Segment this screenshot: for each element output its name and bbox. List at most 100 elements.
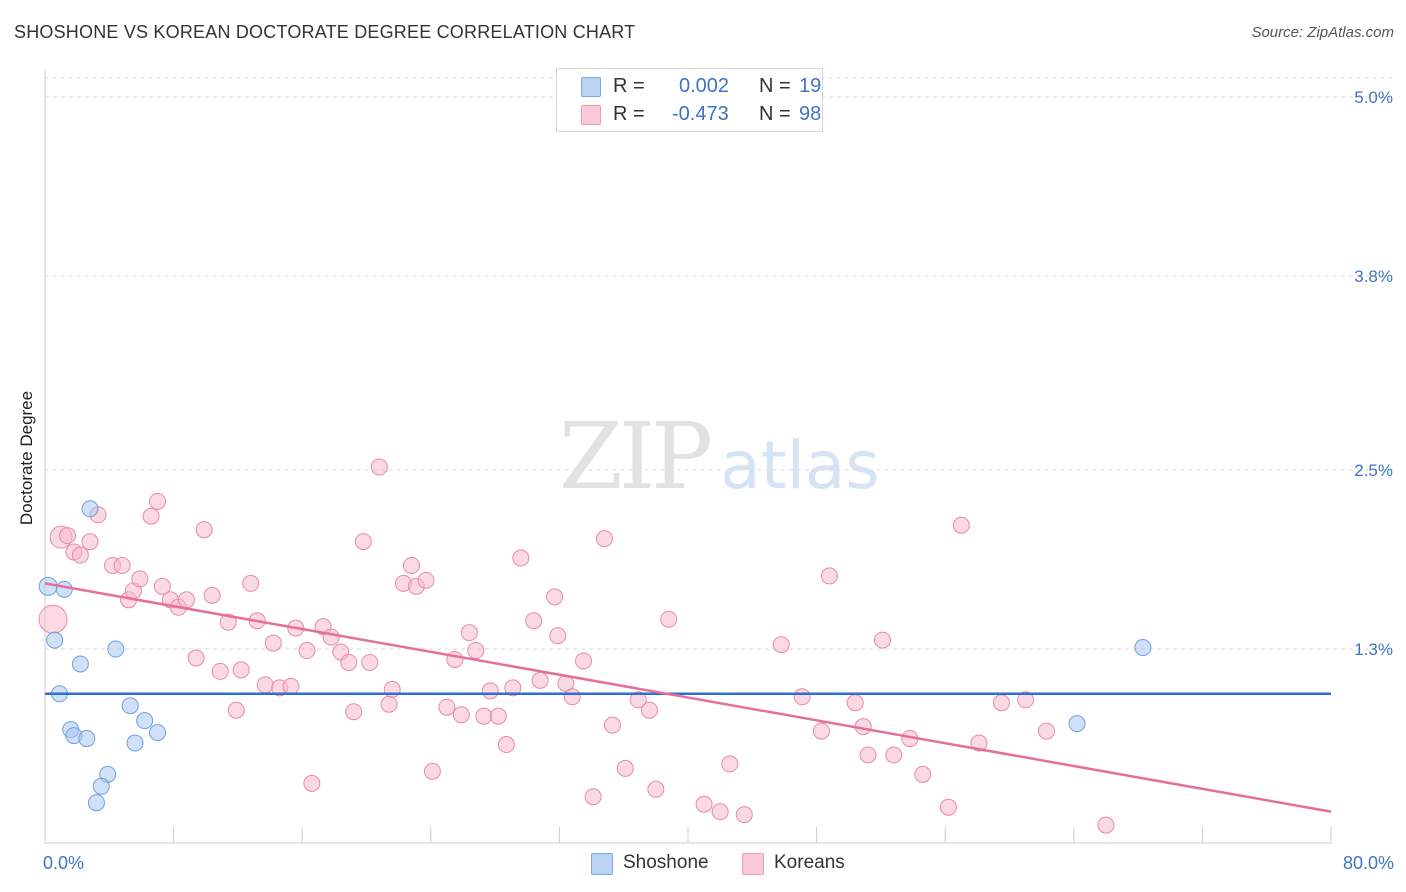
shoshone-legend-swatch xyxy=(591,853,613,875)
shoshone-point xyxy=(136,712,154,730)
korean-point xyxy=(282,677,300,695)
korean-point xyxy=(603,716,621,734)
korean-point xyxy=(772,636,790,654)
shoshone-point xyxy=(1068,715,1086,733)
korean-point xyxy=(203,586,221,604)
korean-point xyxy=(446,650,464,668)
korean-point xyxy=(711,803,729,821)
korean-point xyxy=(640,701,658,719)
korean-point xyxy=(403,556,421,574)
korean-point xyxy=(195,521,213,539)
korean-point xyxy=(460,624,478,642)
korean-point xyxy=(504,679,522,697)
korean-point xyxy=(423,762,441,780)
r-value: 0.002 xyxy=(679,75,730,97)
korean-point xyxy=(939,798,957,816)
shoshone-point xyxy=(92,777,110,795)
shoshone-point xyxy=(1134,639,1152,657)
korean-point xyxy=(219,613,237,631)
korean-point xyxy=(1097,816,1115,834)
korean-point xyxy=(660,610,678,628)
r-label: R = xyxy=(613,75,645,97)
shoshone-point xyxy=(121,697,139,715)
korean-point xyxy=(149,492,167,510)
korean-point xyxy=(131,570,149,588)
korean-point xyxy=(1037,722,1055,740)
korean-point xyxy=(211,662,229,680)
data-points xyxy=(38,458,1152,834)
korean-point xyxy=(970,734,988,752)
korean-point xyxy=(1017,691,1035,709)
tick-labels: 5.0% 3.8% 2.5% 1.3% 0.0% 80.0% xyxy=(43,88,1394,873)
korean-point xyxy=(467,642,485,660)
y-tick-label: 5.0% xyxy=(1354,88,1393,107)
korean-point xyxy=(874,631,892,649)
korean-point xyxy=(695,795,713,813)
korean-point xyxy=(546,588,564,606)
shoshone-point xyxy=(46,631,64,649)
korean-point xyxy=(142,507,160,525)
n-label: N = xyxy=(759,103,791,125)
korean-point xyxy=(177,591,195,609)
korean-point xyxy=(81,533,99,551)
shoshone-point xyxy=(126,734,144,752)
shoshone-point xyxy=(55,580,73,598)
koreans-legend-label: Koreans xyxy=(774,852,845,873)
korean-point xyxy=(322,628,340,646)
koreans-swatch xyxy=(581,105,601,125)
axes xyxy=(44,70,1332,844)
trend-lines xyxy=(44,582,1332,813)
korean-point xyxy=(264,634,282,652)
n-value: 19 xyxy=(799,75,822,97)
gridlines xyxy=(45,77,1392,650)
shoshone-legend-label: Shoshone xyxy=(623,852,709,873)
shoshone-point xyxy=(71,655,89,673)
korean-point xyxy=(417,571,435,589)
shoshone-swatch xyxy=(581,77,601,97)
korean-point xyxy=(227,701,245,719)
shoshone-point xyxy=(87,794,105,812)
r-label: R = xyxy=(613,103,645,125)
korean-point xyxy=(361,653,379,671)
korean-point xyxy=(820,567,838,585)
korean-point xyxy=(242,574,260,592)
korean-point xyxy=(647,780,665,798)
korean-point xyxy=(71,546,89,564)
korean-point xyxy=(370,458,388,476)
korean-point xyxy=(187,649,205,667)
korean-point xyxy=(846,694,864,712)
korean-point xyxy=(812,722,830,740)
korean-point xyxy=(629,691,647,709)
n-value: 98 xyxy=(799,103,822,125)
korean-point xyxy=(232,661,250,679)
watermark-zip: ZIP xyxy=(559,403,710,510)
korean-point xyxy=(452,706,470,724)
korean-point xyxy=(153,577,171,595)
y-tick-label: 3.8% xyxy=(1354,267,1393,286)
korean-point xyxy=(256,676,274,694)
korean-point xyxy=(59,527,77,545)
chart-title: SHOSHONE VS KOREAN DOCTORATE DEGREE CORR… xyxy=(14,22,636,42)
korean-point xyxy=(438,698,456,716)
korean-point xyxy=(512,549,530,567)
korean-point xyxy=(497,736,515,754)
korean-point xyxy=(481,682,499,700)
shoshone-point xyxy=(38,576,58,596)
korean-point xyxy=(616,759,634,777)
korean-point xyxy=(38,604,68,634)
r-value: -0.473 xyxy=(672,103,729,125)
korean-point xyxy=(303,774,321,792)
y-tick-label: 2.5% xyxy=(1354,461,1393,480)
korean-point xyxy=(575,652,593,670)
y-tick-label: 1.3% xyxy=(1354,640,1393,659)
shoshone-point xyxy=(78,730,96,748)
korean-point xyxy=(563,688,581,706)
korean-point xyxy=(525,612,543,630)
korean-point xyxy=(793,688,811,706)
korean-point xyxy=(113,556,131,574)
korean-point xyxy=(475,707,493,725)
source-label: Source: ZipAtlas.com xyxy=(1251,24,1394,41)
korean-point xyxy=(914,765,932,783)
stats-legend: R = 0.002 N = 19 R = -0.473 N = 98 xyxy=(556,68,823,132)
